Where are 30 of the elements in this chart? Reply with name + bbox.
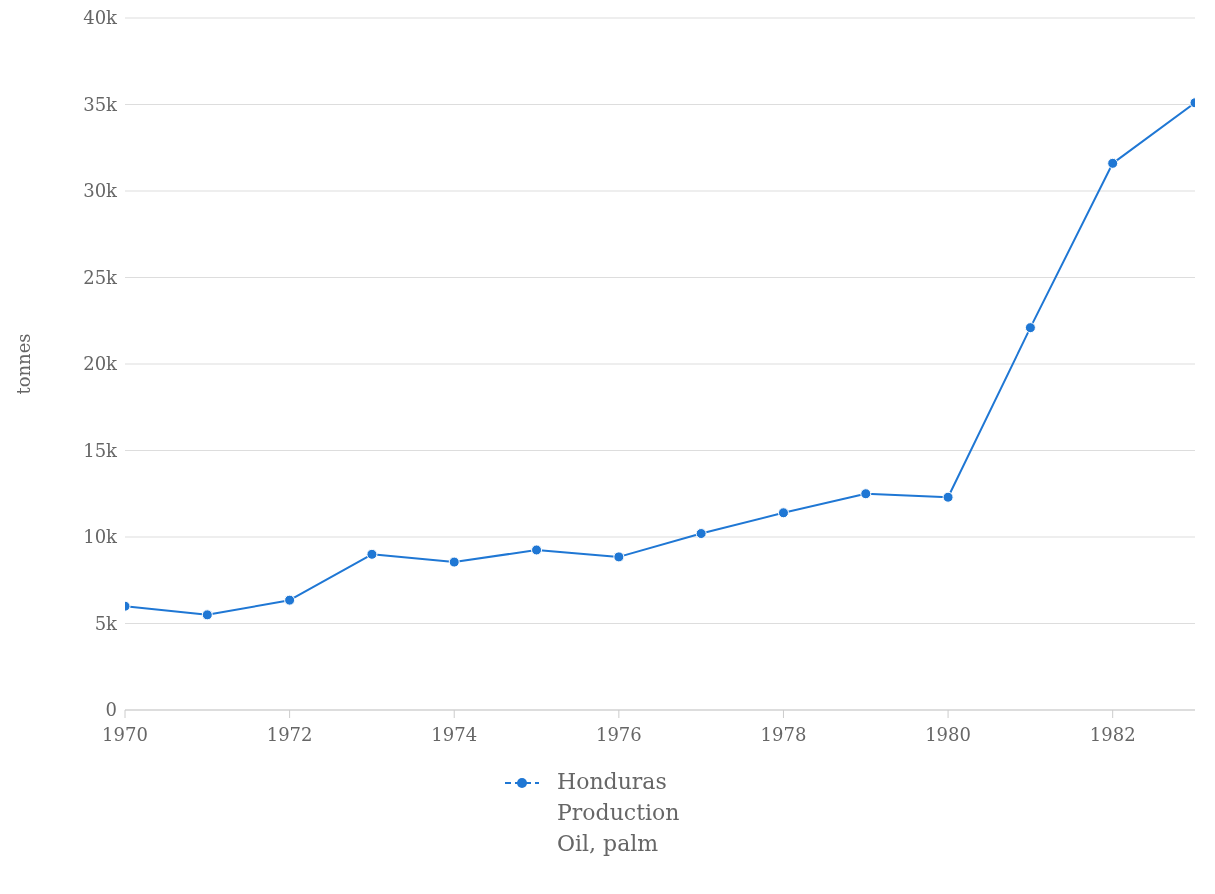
- x-tick-label: 1982: [1089, 723, 1136, 745]
- point: [201, 609, 213, 621]
- point: [448, 556, 460, 568]
- y-tick-label: 0: [105, 699, 117, 721]
- y-tick-label: 40k: [83, 7, 119, 29]
- point: [1107, 157, 1119, 169]
- point: [284, 594, 296, 606]
- legend-label: Honduras Production Oil, palm: [557, 768, 681, 858]
- point: [366, 548, 378, 560]
- x-tick-label: 1976: [595, 723, 642, 745]
- point: [531, 544, 543, 556]
- y-tick-label: 30k: [83, 180, 119, 202]
- point: [1024, 322, 1036, 334]
- y-tick-label: 5k: [94, 612, 119, 634]
- point: [695, 528, 707, 540]
- y-axis-title: tonnes: [13, 333, 35, 395]
- x-tick-label: 1972: [266, 723, 313, 745]
- x-tick-label: 1980: [925, 723, 971, 745]
- point: [777, 507, 789, 519]
- y-tick-label: 10k: [83, 526, 119, 548]
- y-tick-label: 20k: [83, 353, 119, 375]
- point: [860, 488, 872, 500]
- point: [613, 551, 625, 563]
- y-tick-label: 25k: [83, 266, 119, 288]
- point: [942, 491, 954, 503]
- y-tick-label: 35k: [83, 93, 119, 115]
- x-tick-label: 1978: [760, 723, 807, 745]
- x-tick-label: 1970: [102, 723, 148, 745]
- y-tick-label: 15k: [83, 439, 119, 461]
- x-tick-label: 1974: [431, 723, 478, 745]
